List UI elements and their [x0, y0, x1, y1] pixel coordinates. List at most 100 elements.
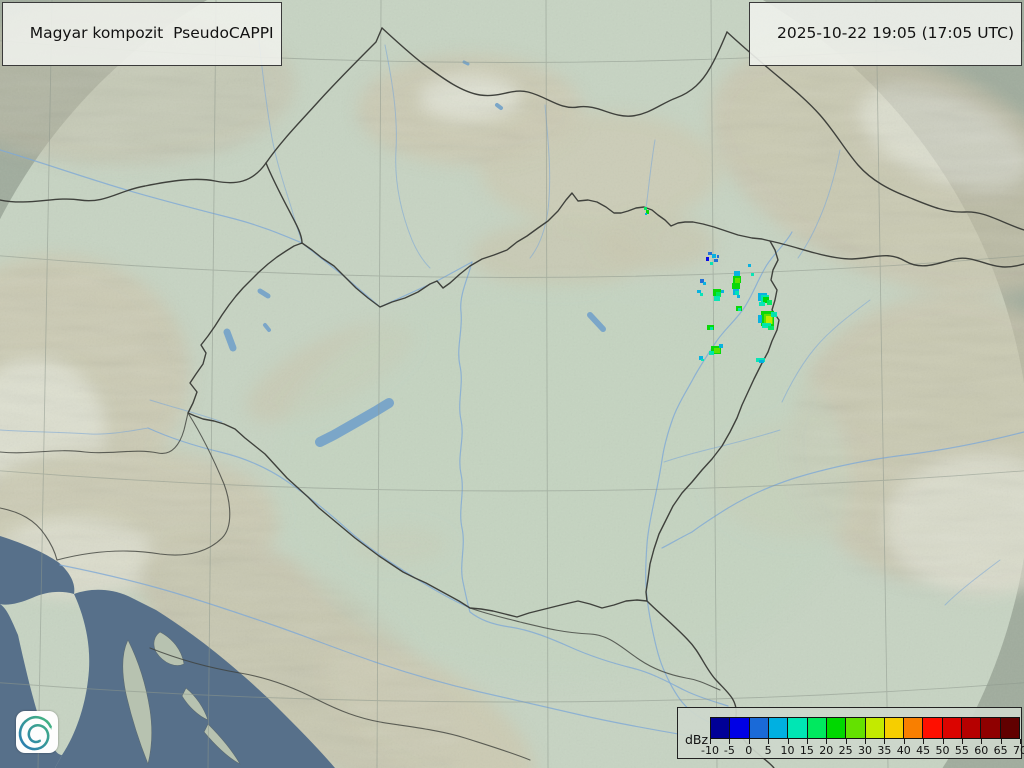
- timestamp: 2025-10-22 19:05 (17:05 UTC): [776, 24, 1014, 42]
- radar-echo: [646, 210, 649, 214]
- radar-echo: [738, 308, 741, 311]
- legend-tick: [845, 739, 847, 744]
- radar-echo: [762, 323, 771, 328]
- legend-tick-label: 60: [974, 744, 989, 757]
- radar-echo: [645, 213, 647, 215]
- legend-swatch: [961, 717, 982, 739]
- radar-echo: [768, 326, 774, 330]
- legend-tick-label: 45: [916, 744, 931, 757]
- legend-swatch: [883, 717, 905, 739]
- radar-echo: [763, 297, 769, 303]
- legend-tick-label: 70: [1013, 744, 1024, 757]
- radar-echo: [732, 283, 740, 289]
- dbz-legend: dBz -10 -5 0 5 10 15 20 25 30 35 40 45 50 55 60 65 70: [677, 707, 1024, 759]
- legend-swatch: [845, 717, 866, 739]
- radar-echo: [766, 316, 772, 324]
- legend-tick: [942, 739, 944, 744]
- timestamp-box: 2025-10-22 19:05 (17:05 UTC): [749, 2, 1022, 66]
- radar-echo: [714, 296, 720, 301]
- radar-echo: [767, 300, 772, 305]
- legend-tick-label: -5: [723, 744, 735, 757]
- legend-swatch: [922, 717, 943, 739]
- radar-echo: [644, 207, 647, 210]
- legend-swatch-row: [710, 717, 1020, 739]
- radar-echo-layer: [644, 207, 777, 363]
- radar-echo: [751, 273, 754, 276]
- radar-echo: [699, 356, 703, 360]
- legend-swatch: [748, 717, 769, 739]
- radar-echo: [708, 252, 712, 255]
- legend-tick: [787, 739, 789, 744]
- product-title: Magyar kompozit PseudoCAPPI: [29, 24, 274, 42]
- legend-swatch: [941, 717, 963, 739]
- radar-echo: [706, 257, 709, 261]
- legend-tick: [884, 739, 886, 744]
- radar-echo: [700, 293, 703, 296]
- radar-echo: [759, 302, 765, 306]
- radar-echo: [714, 348, 720, 353]
- radar-echo: [748, 264, 751, 267]
- legend-swatch: [767, 717, 789, 739]
- radar-echo: [709, 351, 714, 355]
- radar-echo: [735, 291, 739, 295]
- legend-tick-label: 10: [780, 744, 795, 757]
- legend-swatch: [825, 717, 847, 739]
- radar-echo: [716, 292, 721, 297]
- legend-swatch: [729, 717, 750, 739]
- legend-swatch: [980, 717, 1001, 739]
- radar-echo: [700, 279, 704, 283]
- radar-echo: [734, 271, 740, 276]
- legend-tick-label: 25: [838, 744, 853, 757]
- product-title-box: Magyar kompozit PseudoCAPPI: [2, 2, 282, 66]
- legend-tick-label: 30: [858, 744, 872, 757]
- legend-tick-label: 5: [764, 744, 772, 757]
- legend-swatch: [864, 717, 885, 739]
- legend-swatch: [903, 717, 924, 739]
- radar-echo: [721, 290, 724, 293]
- legend-tick: [961, 739, 963, 744]
- legend-tick: [768, 739, 770, 744]
- legend-tick: [903, 739, 905, 744]
- legend-swatch: [710, 717, 731, 739]
- lake-neusiedl: [223, 328, 237, 352]
- legend-tick: [729, 739, 731, 744]
- legend-swatch: [806, 717, 827, 739]
- radar-echo: [737, 295, 740, 298]
- radar-echo: [719, 344, 723, 348]
- lake-tisza: [587, 312, 606, 332]
- radar-echo: [758, 315, 762, 323]
- radar-echo: [701, 359, 704, 361]
- legend-tick-label: 35: [877, 744, 892, 757]
- legend-swatch: [787, 717, 808, 739]
- legend-swatch: [999, 717, 1020, 739]
- radar-echo: [714, 259, 718, 262]
- legend-tick: [1000, 739, 1002, 744]
- radar-echo: [712, 254, 716, 258]
- hungaromet-spiral-logo: [16, 711, 58, 753]
- radar-echo: [759, 360, 764, 363]
- legend-tick-label: 50: [935, 744, 950, 757]
- legend-tick: [710, 739, 711, 744]
- radar-echo: [710, 327, 713, 330]
- legend-tick: [806, 739, 808, 744]
- legend-unit-label: dBz: [685, 732, 709, 747]
- radar-echo: [703, 282, 706, 285]
- radar-echo: [735, 278, 740, 283]
- radar-echo: [710, 262, 713, 265]
- adriatic-sea: [0, 536, 335, 768]
- legend-tick: [1020, 739, 1021, 744]
- hungary-border: [187, 192, 780, 618]
- legend-tick-label: 20: [819, 744, 834, 757]
- radar-echo: [717, 255, 719, 258]
- legend-tick-label: 15: [799, 744, 814, 757]
- legend-tick-label: 55: [954, 744, 969, 757]
- radar-echo: [697, 290, 701, 293]
- legend-tick-label: 65: [993, 744, 1008, 757]
- legend-tick: [748, 739, 750, 744]
- radar-echo: [771, 312, 777, 317]
- lake-balaton: [315, 398, 394, 447]
- legend-tick: [923, 739, 925, 744]
- legend-tick-label: -10: [701, 744, 719, 757]
